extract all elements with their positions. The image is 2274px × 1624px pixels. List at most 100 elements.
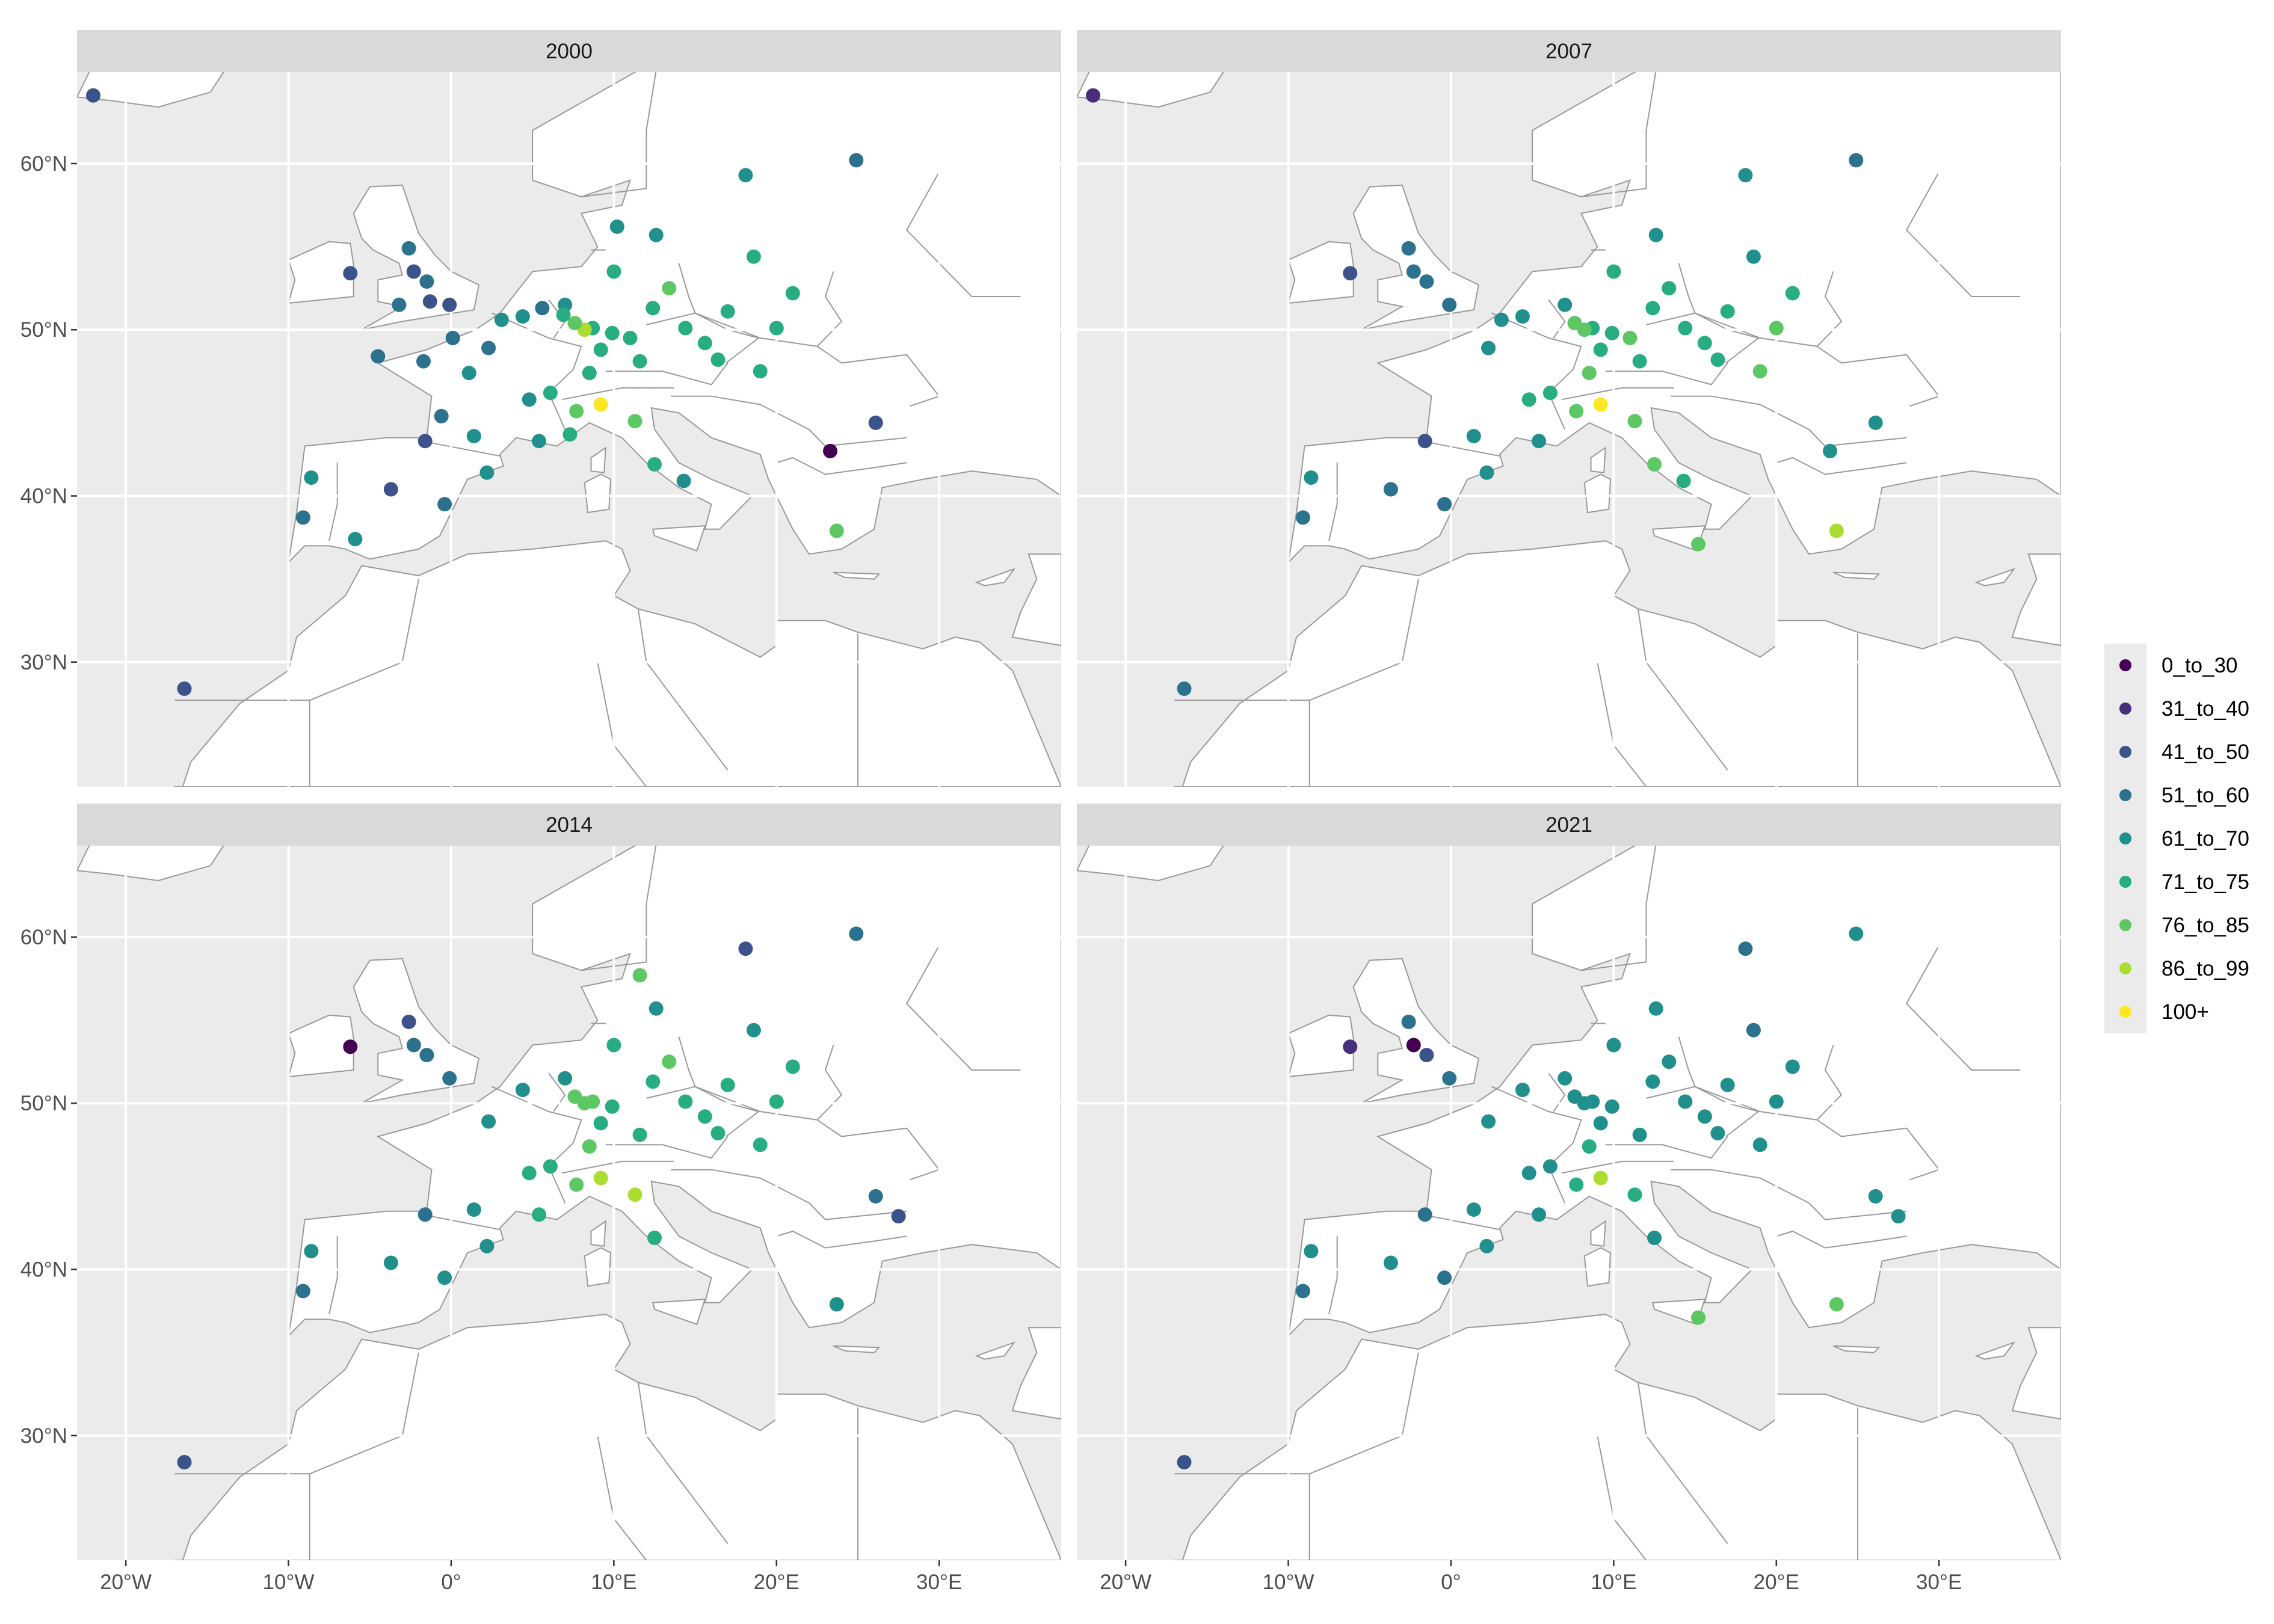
- data-point: [785, 286, 800, 301]
- land-crete: [1832, 1345, 1881, 1353]
- legend-item: 51_to_60: [2104, 774, 2249, 817]
- data-point: [401, 241, 416, 256]
- facet-strip-label: 2007: [1545, 40, 1592, 63]
- data-point: [437, 1270, 452, 1285]
- data-point: [479, 465, 495, 480]
- country-border: [1548, 1072, 1566, 1112]
- data-point: [532, 434, 546, 449]
- data-point: [418, 434, 433, 449]
- data-point: [401, 1014, 416, 1029]
- land-iceland: [1077, 72, 1224, 108]
- legend-key: [2119, 1006, 2131, 1018]
- data-point: [646, 1074, 661, 1089]
- legend-label: 51_to_60: [2162, 784, 2249, 807]
- data-point: [556, 307, 571, 322]
- data-point: [532, 1207, 546, 1222]
- country-border: [671, 1169, 907, 1220]
- data-point: [1849, 926, 1864, 941]
- legend-item: 31_to_40: [2104, 687, 2249, 730]
- data-point: [1632, 1127, 1647, 1142]
- country-border: [1308, 1352, 1419, 1560]
- land-britain: [353, 184, 480, 331]
- legend-label: 100+: [2162, 1000, 2209, 1024]
- x-tick-label: 20°W: [100, 1570, 152, 1594]
- data-point: [466, 1202, 481, 1217]
- data-point: [582, 366, 597, 381]
- facet-panels: 2000 30°N 40°N 50°N 60°N 2007 2014 30°N 40°N 50°N…: [20, 30, 2061, 1594]
- data-point: [1829, 523, 1844, 538]
- data-point: [1494, 312, 1509, 327]
- data-point: [1466, 1202, 1481, 1217]
- data-point: [868, 1189, 883, 1204]
- data-point: [738, 168, 753, 183]
- data-point: [1593, 342, 1608, 357]
- x-tick-label: 30°E: [1916, 1570, 1962, 1594]
- data-point: [562, 427, 578, 442]
- data-point: [849, 926, 864, 941]
- data-point: [606, 264, 621, 279]
- legend: 0_to_30 31_to_40 41_to_50 51_to_60 61_to_70 7…: [2104, 644, 2261, 1039]
- data-point: [593, 397, 608, 412]
- data-point: [543, 386, 558, 401]
- data-point: [1177, 1455, 1192, 1469]
- data-point: [1542, 386, 1558, 401]
- data-point: [605, 325, 620, 340]
- data-point: [1645, 1074, 1660, 1089]
- facet-strip-label: 2000: [546, 40, 593, 63]
- data-point: [1785, 1059, 1800, 1074]
- data-point: [678, 321, 693, 336]
- land-levant: [1011, 1327, 1061, 1420]
- data-point: [1752, 1137, 1767, 1152]
- country-border: [1548, 299, 1566, 339]
- x-tick-label: 20°E: [1754, 1570, 1799, 1594]
- land-sardinia: [584, 1247, 612, 1287]
- data-point: [567, 316, 582, 331]
- land-sardinia: [584, 473, 612, 514]
- land-britain: [353, 958, 480, 1104]
- data-point: [720, 1077, 735, 1092]
- land-corsica: [590, 446, 606, 473]
- land-corsica: [590, 1220, 606, 1247]
- country-border: [561, 1160, 674, 1174]
- data-point: [593, 342, 608, 357]
- data-point: [383, 482, 398, 497]
- data-point: [891, 1209, 906, 1224]
- legend-key: [2119, 919, 2131, 931]
- land-ireland: [288, 1014, 354, 1078]
- data-point: [535, 301, 550, 316]
- data-point: [1593, 397, 1608, 412]
- data-point: [678, 1094, 693, 1109]
- data-point: [1442, 297, 1457, 312]
- data-point: [295, 1284, 310, 1299]
- legend-label: 61_to_70: [2162, 827, 2249, 850]
- land-ireland: [1287, 241, 1354, 304]
- data-point: [1532, 1207, 1546, 1222]
- data-point: [849, 153, 864, 168]
- legend-key: [2119, 962, 2131, 974]
- data-point: [419, 1048, 434, 1063]
- data-point: [1785, 286, 1800, 301]
- data-point: [1647, 1231, 1662, 1245]
- legend-label: 76_to_85: [2162, 914, 2249, 937]
- facet-panel-2007: 2007: [1077, 30, 2061, 787]
- x-tick-label: 0°: [1441, 1570, 1461, 1594]
- data-point: [868, 415, 883, 430]
- data-point: [418, 1207, 433, 1222]
- data-point: [1521, 1166, 1536, 1181]
- data-point: [1417, 1207, 1432, 1222]
- data-point: [1442, 1071, 1457, 1086]
- data-point: [1697, 336, 1712, 351]
- land-iceland: [1077, 846, 1224, 882]
- data-point: [1720, 1077, 1735, 1092]
- land-sardinia: [1583, 473, 1612, 514]
- map-layer: [1077, 846, 2061, 1560]
- land-north-africa: [1174, 1314, 2061, 1560]
- country-border: [1776, 457, 1907, 475]
- map-layer: [1077, 72, 2061, 787]
- land-ireland: [1287, 1014, 1354, 1078]
- legend-key: [2119, 746, 2131, 758]
- land-levant: [2011, 553, 2061, 647]
- country-border: [1422, 440, 1500, 457]
- facet-strip: [77, 30, 1061, 72]
